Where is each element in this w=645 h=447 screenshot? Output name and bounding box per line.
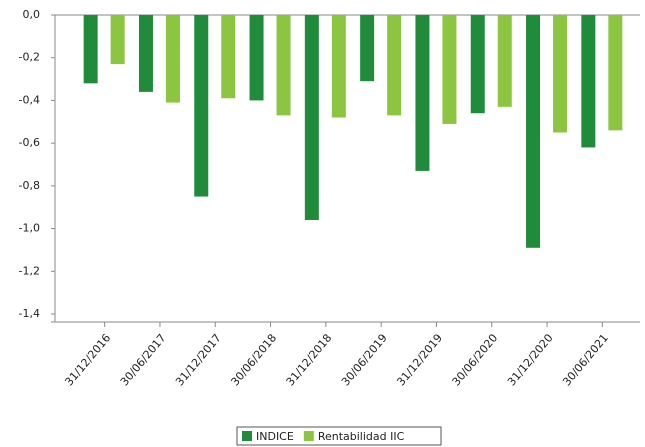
bar	[553, 15, 568, 133]
legend-frame	[236, 426, 442, 446]
y-tick-label: -0,4	[19, 93, 40, 106]
x-tick-label: 31/12/2016	[63, 332, 114, 389]
bar	[194, 15, 209, 197]
bar	[442, 15, 457, 124]
legend-swatch	[303, 431, 314, 441]
y-tick-label: -1,4	[19, 307, 40, 320]
bar	[581, 15, 596, 148]
x-tick-label: 31/12/2018	[284, 332, 335, 389]
x-tick-label: 30/06/2017	[118, 332, 169, 389]
y-tick-label: -1,2	[19, 264, 40, 277]
bar	[138, 15, 153, 92]
bar	[526, 15, 541, 248]
bar	[110, 15, 125, 65]
x-tick-label: 31/12/2019	[394, 332, 445, 389]
legend-label: INDICE	[256, 430, 294, 443]
legend: INDICE Rentabilidad IIC	[236, 426, 442, 446]
x-tick-label: 30/06/2019	[339, 332, 390, 389]
y-tick-label: -0,8	[19, 179, 40, 192]
x-tick-label: 30/06/2021	[560, 332, 611, 389]
bar	[331, 15, 346, 118]
y-tick-label: -0,2	[19, 51, 40, 64]
legend-swatch	[242, 431, 252, 441]
bar	[470, 15, 485, 114]
bar	[249, 15, 264, 101]
y-tick-label: -1,0	[19, 222, 40, 235]
bar	[276, 15, 291, 116]
bar	[360, 15, 375, 82]
x-tick-label: 31/12/2020	[505, 332, 556, 389]
bar	[497, 15, 512, 107]
bar	[387, 15, 402, 116]
y-tick-label: 0,0	[23, 8, 41, 21]
bar	[165, 15, 180, 103]
bar	[415, 15, 430, 171]
bar	[221, 15, 236, 99]
bar	[83, 15, 98, 84]
x-tick-label: 30/06/2018	[228, 332, 279, 389]
bar	[608, 15, 623, 131]
bar	[304, 15, 319, 221]
y-tick-label: -0,6	[19, 136, 40, 149]
x-tick-label: 30/06/2020	[450, 332, 501, 389]
x-tick-label: 31/12/2017	[173, 332, 224, 389]
legend-label: Rentabilidad IIC	[318, 430, 405, 443]
